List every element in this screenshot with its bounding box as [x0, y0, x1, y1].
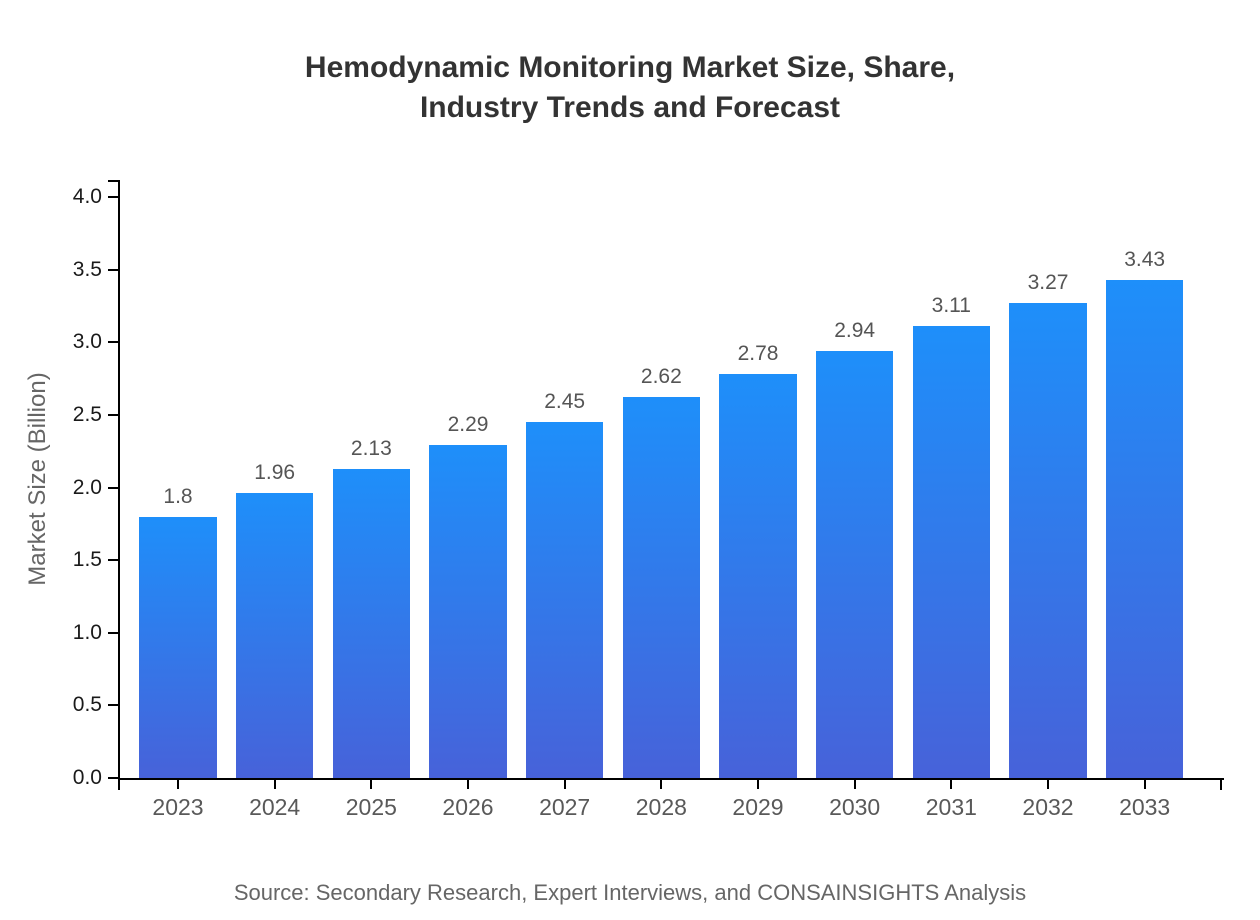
bar-value-label: 2.45: [544, 390, 586, 414]
bar-2026: [429, 445, 507, 778]
bar-value-label: 2.62: [640, 365, 682, 389]
y-axis-line: [118, 180, 120, 780]
bar-2033: [1106, 279, 1184, 778]
x-axis-tick: [563, 780, 566, 789]
y-axis-tick-label: 1.0: [72, 620, 102, 644]
x-axis-tick: [1047, 780, 1049, 789]
x-axis-tick-label: 2024: [249, 794, 301, 820]
y-axis-tick: [108, 704, 118, 707]
x-axis-tick: [950, 780, 953, 789]
bar-value-label: 1.96: [254, 461, 296, 485]
x-axis-tick-label: 2026: [442, 794, 494, 820]
x-axis-tick-label: 2029: [732, 794, 784, 820]
bar-2031: [912, 326, 990, 778]
bar-2027: [526, 422, 604, 778]
y-axis-tick: [108, 559, 118, 562]
bar-value-label: 1.8: [163, 484, 193, 508]
x-axis-tick-label: 2023: [152, 794, 204, 820]
x-axis-tick: [177, 780, 179, 789]
y-axis-tick-label: 2.0: [72, 475, 102, 499]
y-axis-tick-label: 3.5: [72, 257, 102, 281]
x-axis-tick-label: 2028: [635, 794, 687, 820]
y-axis-tick: [108, 777, 118, 779]
bar-2025: [332, 468, 410, 778]
x-axis-tick: [1143, 780, 1146, 789]
y-axis-tick-label: 3.0: [72, 330, 102, 354]
bar-2029: [719, 374, 797, 778]
x-axis-tick-label: 2025: [345, 794, 397, 820]
x-axis-tick-label: 2027: [539, 794, 591, 820]
y-axis-tick: [108, 196, 118, 198]
chart-title: Hemodynamic Monitoring Market Size, Shar…: [304, 51, 956, 124]
y-axis-tick: [108, 631, 118, 634]
x-axis-tick-label: 2032: [1022, 794, 1074, 820]
y-axis-tick: [108, 486, 118, 489]
bar-value-label: 2.78: [737, 342, 779, 366]
y-axis-end-tick: [108, 180, 118, 182]
y-axis-tick-label: 4.0: [72, 185, 102, 208]
y-axis-tick-label: 0.5: [72, 693, 102, 717]
y-axis-tick-label: 0.0: [72, 766, 102, 789]
x-axis-tick: [757, 780, 759, 789]
x-axis-tick-label: 2033: [1119, 794, 1171, 820]
bar-value-label: 2.94: [834, 318, 876, 342]
plot-area: 0.0 0.5 1.0 1.5 2.0 2.5 3.0 3.5 4.0 1.8 2023 1.96 20…: [73, 180, 1224, 820]
x-axis-tick: [853, 780, 856, 789]
source-note: Source: Secondary Research, Expert Inter…: [233, 880, 1027, 905]
x-axis-end-tick-right: [1220, 778, 1222, 790]
y-axis-tick: [108, 268, 118, 271]
bar-value-label: 3.27: [1027, 271, 1069, 295]
bar-value-label: 2.29: [447, 413, 489, 437]
bar-value-label: 3.43: [1124, 247, 1166, 271]
x-axis-tick-label: 2030: [829, 794, 881, 820]
y-axis-tick: [108, 413, 118, 416]
bar-2023: [139, 516, 217, 778]
x-axis-tick: [467, 780, 469, 789]
bar-2032: [1009, 303, 1087, 778]
x-axis-tick: [370, 780, 373, 789]
bar-value-label: 3.11: [931, 294, 971, 318]
x-axis-end-tick-left: [118, 778, 120, 790]
x-axis-tick-label: 2031: [925, 794, 977, 820]
y-axis-tick: [108, 341, 118, 344]
bar-value-label: 2.13: [350, 436, 392, 460]
bar-2028: [622, 397, 700, 778]
bar-2024: [236, 493, 314, 778]
x-axis-line: [118, 778, 1224, 780]
x-axis-tick: [273, 780, 276, 789]
y-axis-tick-label: 2.5: [72, 402, 102, 426]
bar-2030: [816, 350, 894, 778]
x-axis-tick: [660, 780, 663, 789]
y-axis-tick-label: 1.5: [72, 548, 102, 572]
